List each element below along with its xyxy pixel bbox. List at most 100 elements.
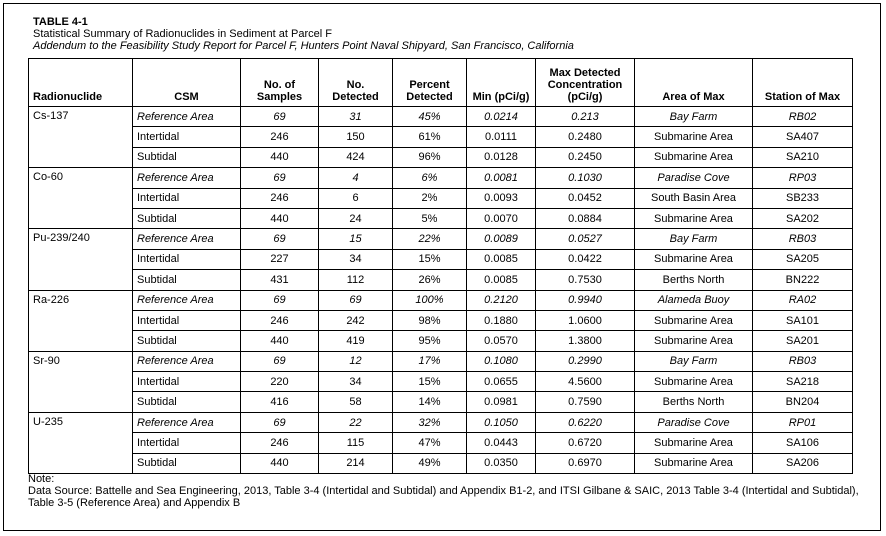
table-cell: Intertidal bbox=[132, 126, 241, 148]
table-row: Intertidal 246 115 47% 0.0443 0.6720 Submarine… bbox=[29, 432, 853, 454]
table-cell: 4 bbox=[318, 167, 393, 189]
table-row: Intertidal 246 6 2% 0.0093 0.0452 South Basin … bbox=[29, 187, 853, 209]
table-cell: 6% bbox=[392, 167, 467, 189]
table-cell: 58 bbox=[318, 391, 393, 413]
table-cell: Intertidal bbox=[132, 432, 241, 454]
table-cell: Intertidal bbox=[132, 371, 241, 393]
table-cell: Reference Area bbox=[132, 350, 241, 373]
table-cell: 69 bbox=[240, 105, 319, 128]
table-cell: Reference Area bbox=[132, 228, 241, 250]
table-cell: Submarine Area bbox=[634, 432, 753, 454]
table-cell: Reference Area bbox=[132, 411, 241, 434]
table-cell: 98% bbox=[392, 309, 467, 332]
column-header: No. of Samples bbox=[240, 58, 319, 107]
nuclide-cell: Ra-226 bbox=[28, 289, 133, 352]
table-cell: 0.0111 bbox=[466, 126, 536, 148]
table-cell: 0.1050 bbox=[466, 411, 536, 434]
table-cell: 0.0443 bbox=[466, 432, 536, 454]
table-subtitle: Addendum to the Feasibility Study Report… bbox=[33, 40, 574, 52]
table-cell: 15 bbox=[318, 228, 393, 250]
table-row: Sr-90 Reference Area 69 12 17% 0.1080 0.2990 Ba… bbox=[28, 350, 853, 413]
table-cell: Subtidal bbox=[132, 391, 241, 413]
note-text: Data Source: Battelle and Sea Engineerin… bbox=[28, 485, 859, 509]
table-cell: Subtidal bbox=[132, 330, 241, 352]
table-cell: Submarine Area bbox=[634, 146, 753, 169]
table-cell: 26% bbox=[392, 269, 467, 291]
table-cell: 4.5600 bbox=[535, 371, 635, 393]
table-cell: 22 bbox=[318, 411, 393, 434]
column-header: Min (pCi/g) bbox=[466, 58, 536, 107]
table-row: Subtidal 440 24 5% 0.0070 0.0884 Submarine Are… bbox=[29, 207, 853, 230]
table-cell: 14% bbox=[392, 391, 467, 413]
table-cell: 1.3800 bbox=[535, 330, 635, 352]
table-cell: 227 bbox=[240, 248, 319, 271]
table-row: Intertidal 227 34 15% 0.0085 0.0422 Submarine … bbox=[29, 248, 853, 271]
table-cell: 1.0600 bbox=[535, 309, 635, 332]
table-cell: 440 bbox=[240, 452, 319, 475]
column-header: Station of Max bbox=[752, 58, 853, 107]
table-cell: Berths North bbox=[634, 391, 753, 413]
table-cell: 115 bbox=[318, 432, 393, 454]
table-cell: Submarine Area bbox=[634, 330, 753, 352]
table-row: U-235 Reference Area 69 22 32% 0.1050 0.6220 Pa… bbox=[28, 411, 853, 475]
table-cell: 0.0527 bbox=[535, 228, 635, 250]
table-cell: Berths North bbox=[634, 269, 753, 291]
table-cell: 22% bbox=[392, 228, 467, 250]
table-cell: 0.0422 bbox=[535, 248, 635, 271]
note: Note: Data Source: Battelle and Sea Engi… bbox=[28, 473, 868, 509]
table-cell: SA407 bbox=[752, 126, 853, 148]
table-cell: Submarine Area bbox=[634, 452, 753, 475]
header-row: Radionuclide CSM No. of Samples No. Detecte… bbox=[28, 58, 853, 107]
table-cell: Reference Area bbox=[132, 289, 241, 311]
table-row: Ra-226 Reference Area 69 69 100% 0.2120 0.9940… bbox=[28, 289, 853, 352]
table-cell: SA106 bbox=[752, 432, 853, 454]
table-cell: Submarine Area bbox=[634, 207, 753, 230]
table-cell: RP03 bbox=[752, 167, 853, 189]
table-cell: 2% bbox=[392, 187, 467, 209]
table-cell: 69 bbox=[240, 228, 319, 250]
table-cell: 0.0093 bbox=[466, 187, 536, 209]
table-cell: 100% bbox=[392, 289, 467, 311]
table-cell: 17% bbox=[392, 350, 467, 373]
table-cell: RB02 bbox=[752, 105, 853, 128]
table-cell: 96% bbox=[392, 146, 467, 169]
table-cell: 34 bbox=[318, 371, 393, 393]
table-cell: 0.2120 bbox=[466, 289, 536, 311]
table-cell: 440 bbox=[240, 330, 319, 352]
table-cell: 69 bbox=[240, 167, 319, 189]
table-cell: Bay Farm bbox=[634, 350, 753, 373]
table-cell: 69 bbox=[240, 411, 319, 434]
table-cell: Submarine Area bbox=[634, 126, 753, 148]
table-cell: SA218 bbox=[752, 371, 853, 393]
table-cell: 95% bbox=[392, 330, 467, 352]
table-label: TABLE 4-1 bbox=[33, 16, 88, 28]
table-cell: 69 bbox=[240, 350, 319, 373]
table-cell: 61% bbox=[392, 126, 467, 148]
table-cell: RA02 bbox=[752, 289, 853, 311]
table-cell: 0.6720 bbox=[535, 432, 635, 454]
table-cell: SA205 bbox=[752, 248, 853, 271]
table-cell: Paradise Cove bbox=[634, 167, 753, 189]
nuclide-cell: Co-60 bbox=[28, 167, 133, 230]
table-cell: 440 bbox=[240, 146, 319, 169]
table-cell: RP01 bbox=[752, 411, 853, 434]
table-row: Intertidal 246 150 61% 0.0111 0.2480 Submarine… bbox=[29, 126, 853, 148]
table-cell: Subtidal bbox=[132, 207, 241, 230]
table-cell: 0.1880 bbox=[466, 309, 536, 332]
table-cell: RB03 bbox=[752, 350, 853, 373]
table-cell: 416 bbox=[240, 391, 319, 413]
table-cell: 49% bbox=[392, 452, 467, 475]
table-cell: 0.2450 bbox=[535, 146, 635, 169]
table-cell: RB03 bbox=[752, 228, 853, 250]
column-header: Area of Max bbox=[634, 58, 753, 107]
table-cell: 0.0350 bbox=[466, 452, 536, 475]
table-cell: 419 bbox=[318, 330, 393, 352]
table-cell: 31 bbox=[318, 105, 393, 128]
table-cell: 246 bbox=[240, 309, 319, 332]
table-cell: SA206 bbox=[752, 452, 853, 475]
table-cell: 246 bbox=[240, 126, 319, 148]
table-cell: 0.7590 bbox=[535, 391, 635, 413]
table-cell: Submarine Area bbox=[634, 371, 753, 393]
table-cell: 0.0570 bbox=[466, 330, 536, 352]
table-cell: 0.9940 bbox=[535, 289, 635, 311]
